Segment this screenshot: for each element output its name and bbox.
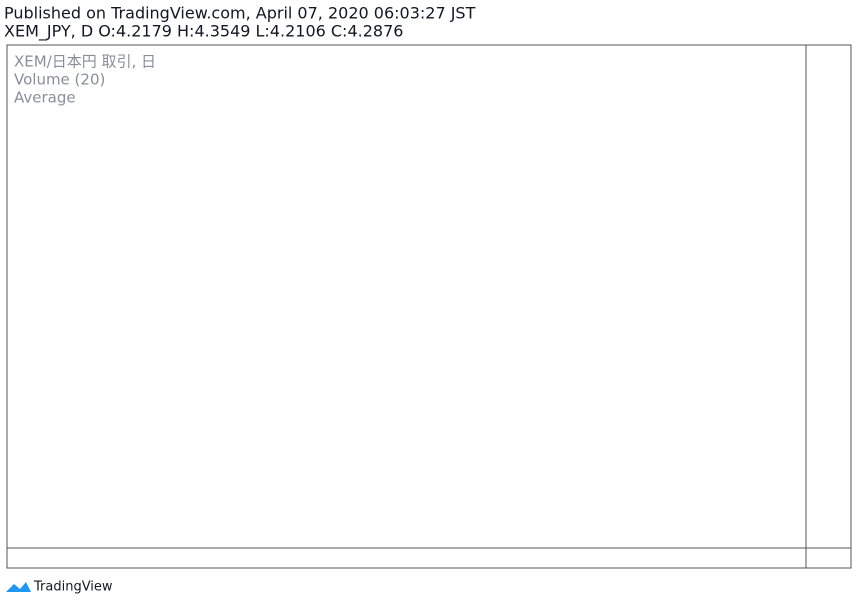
brand: TradingView xyxy=(33,580,113,595)
legend-average: Average xyxy=(14,89,76,107)
legend-symbol: XEM/日本円 取引, 日 xyxy=(14,53,156,71)
symbol-info: XEM_JPY, D O:4.2179 H:4.3549 L:4.2106 C:… xyxy=(4,22,403,42)
published: Published on TradingView.com, April 07, … xyxy=(4,4,476,23)
legend-volume: Volume (20) xyxy=(14,71,105,89)
logo xyxy=(6,582,31,592)
frame xyxy=(6,44,852,569)
